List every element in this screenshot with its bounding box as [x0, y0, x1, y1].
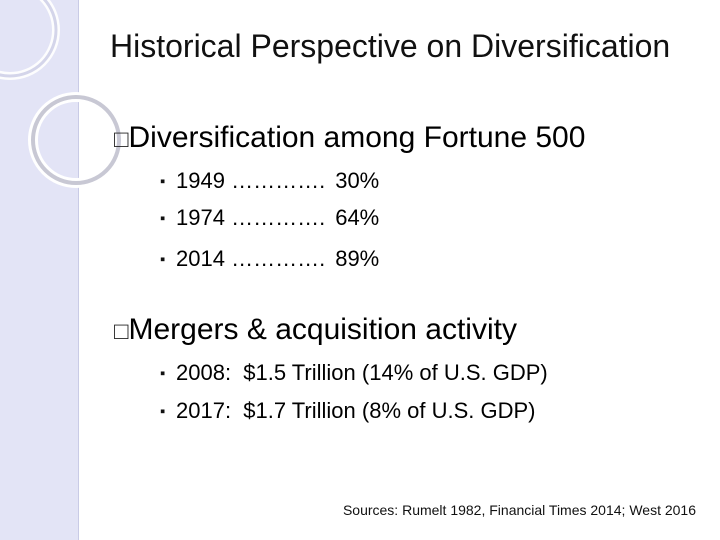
section-heading-text: Diversification among Fortune 500 — [128, 121, 586, 154]
sources-footnote: Sources: Rumelt 1982, Financial Times 20… — [342, 502, 696, 518]
list-item: ▪ 1949 …………. 30% — [160, 166, 379, 197]
sub-bullet-icon: ▪ — [160, 403, 166, 420]
sidebar-divider — [78, 0, 79, 540]
item-value: 64% — [335, 205, 380, 230]
list-item: ▪ 2008: $1.5 Trillion (14% of U.S. GDP) — [160, 358, 548, 389]
decorative-ring-icon — [0, 0, 124, 188]
list-item: ▪ 2017: $1.7 Trillion (8% of U.S. GDP) — [160, 396, 536, 427]
item-year: 2014 — [176, 246, 225, 271]
list-item: ▪ 2014 …………. 89% — [160, 244, 379, 275]
list-item: ▪ 1974 …………. 64% — [160, 203, 379, 234]
square-bullet-icon: □ — [114, 318, 129, 345]
section-heading-text: Mergers & acquisition activity — [128, 313, 517, 346]
sub-bullet-icon: ▪ — [160, 365, 166, 382]
item-year: 1949 — [176, 168, 225, 193]
section-heading-mergers: □Mergers & acquisition activity — [114, 312, 517, 350]
sub-bullet-icon: ▪ — [160, 251, 166, 268]
slide-title: Historical Perspective on Diversificatio… — [110, 28, 671, 64]
item-year: 1974 — [176, 205, 225, 230]
sub-bullet-icon: ▪ — [160, 173, 166, 190]
section-heading-diversification: □Diversification among Fortune 500 — [114, 120, 585, 158]
sub-bullet-icon: ▪ — [160, 210, 166, 227]
item-text: 2008: $1.5 Trillion (14% of U.S. GDP) — [176, 360, 548, 385]
sidebar-band — [0, 0, 78, 540]
item-text: 2017: $1.7 Trillion (8% of U.S. GDP) — [176, 398, 536, 423]
item-value: 30% — [335, 168, 380, 193]
item-dots: …………. — [231, 246, 326, 271]
item-dots: …………. — [231, 205, 326, 230]
item-value: 89% — [335, 246, 380, 271]
square-bullet-icon: □ — [114, 126, 129, 153]
item-dots: …………. — [231, 168, 326, 193]
